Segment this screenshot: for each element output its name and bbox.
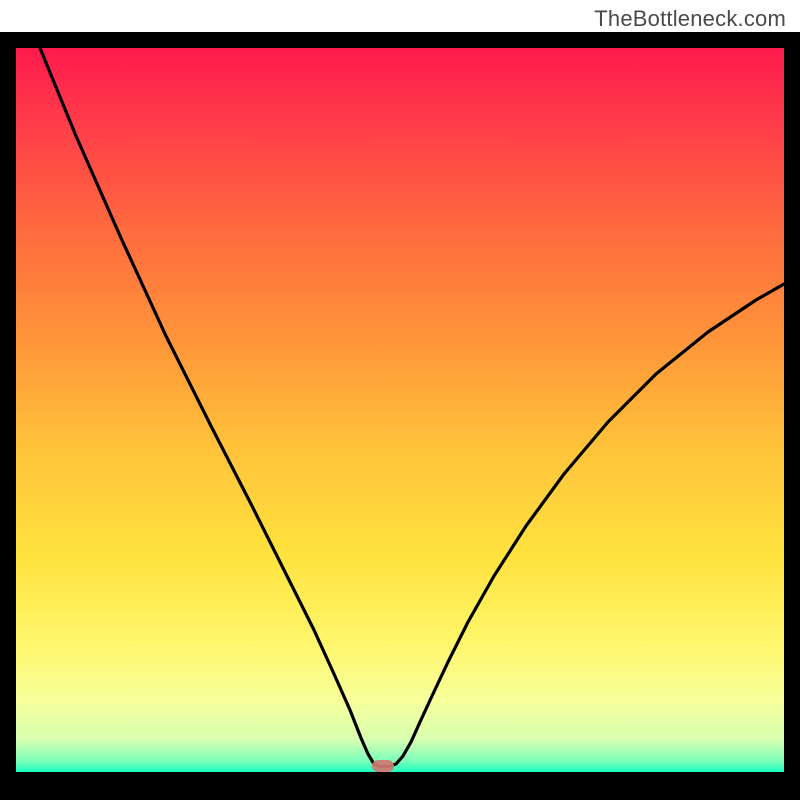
minimum-marker xyxy=(372,760,394,772)
watermark-text: TheBottleneck.com xyxy=(594,6,786,32)
chart-container: TheBottleneck.com xyxy=(0,0,800,800)
frame-border-left xyxy=(0,32,16,800)
frame-border-top xyxy=(0,32,800,48)
plot-svg xyxy=(16,48,784,772)
frame-border-bottom xyxy=(0,772,800,800)
plot-background xyxy=(16,48,784,772)
plot-area xyxy=(16,48,784,772)
frame-border-right xyxy=(784,32,800,800)
